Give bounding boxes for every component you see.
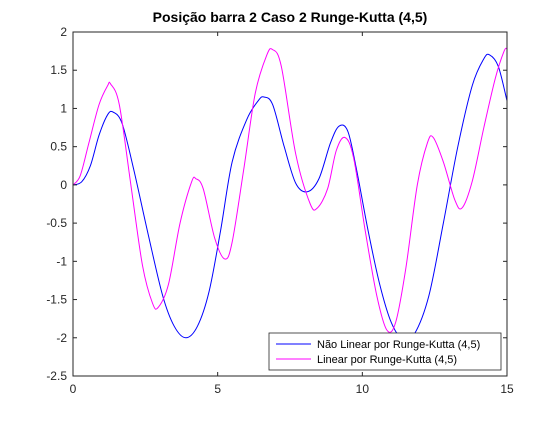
x-tick-label: 10 — [356, 382, 370, 396]
y-tick-label: -0.5 — [46, 216, 67, 230]
y-tick-label: 1.5 — [50, 63, 67, 77]
y-tick-label: -2.5 — [46, 369, 67, 383]
plot-area — [73, 32, 507, 376]
y-tick-label: 2 — [60, 25, 67, 39]
legend-label-linear: Linear por Runge-Kutta (4,5) — [317, 354, 457, 366]
y-tick-label: -1 — [56, 254, 67, 268]
y-tick-label: 0 — [60, 178, 67, 192]
series-line-linear — [72, 47, 508, 333]
legend: Não Linear por Runge-Kutta (4,5) Linear … — [268, 332, 502, 371]
y-tick-label: -1.5 — [46, 293, 67, 307]
x-tick-label: 5 — [214, 382, 221, 396]
legend-box — [268, 332, 502, 371]
series-line-nonlinear — [72, 53, 508, 341]
tick-layer: 0 5 10 15 2 1.5 1 0.5 0 -0.5 -1 -1.5 -2 -2.5 — [46, 25, 514, 396]
x-tick-label: 0 — [70, 382, 77, 396]
y-tick-label: -2 — [56, 331, 67, 345]
legend-label-nonlinear: Não Linear por Runge-Kutta (4,5) — [317, 339, 480, 351]
x-tick-label: 15 — [500, 382, 514, 396]
y-tick-label: 1 — [60, 101, 67, 115]
chart-title: Posição barra 2 Caso 2 Runge-Kutta (4,5) — [153, 9, 428, 25]
plot-frame — [72, 31, 508, 377]
y-tick-label: 0.5 — [50, 140, 67, 154]
series-layer — [72, 47, 508, 341]
